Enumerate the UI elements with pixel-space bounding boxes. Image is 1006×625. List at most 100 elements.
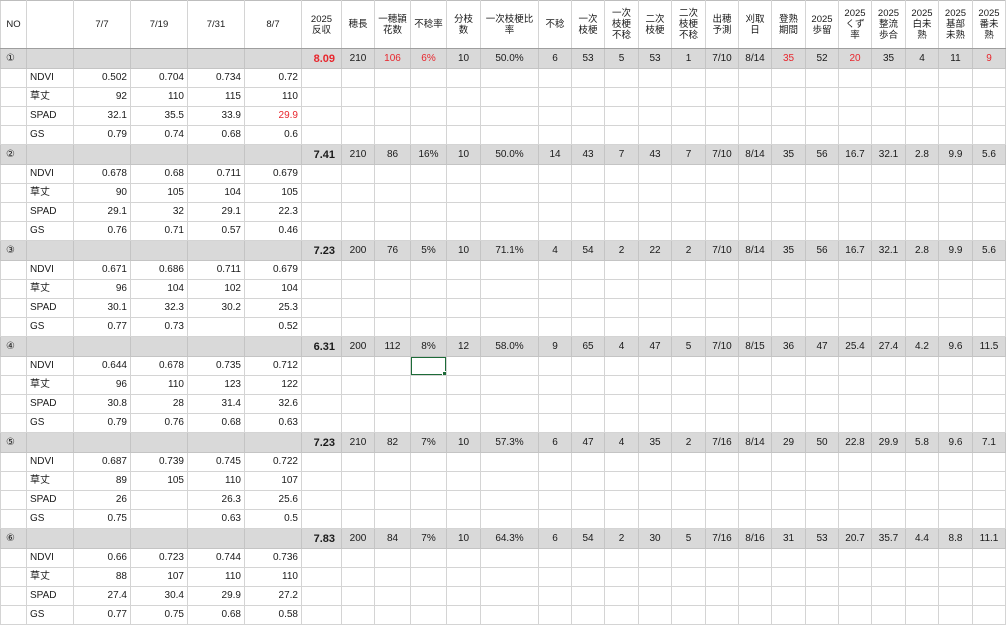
summary-empty-cell[interactable] — [131, 49, 188, 69]
cell-SPAD-d0731[interactable]: 29.1 — [188, 203, 245, 222]
cell-ichiji[interactable]: 43 — [572, 145, 605, 165]
empty-cell-shussui[interactable] — [706, 395, 739, 414]
empty-cell-ichiho[interactable] — [375, 318, 411, 337]
empty-cell-shussui[interactable] — [706, 222, 739, 241]
empty-cell-ichiho[interactable] — [375, 261, 411, 280]
cell-草丈-d0731[interactable]: 115 — [188, 88, 245, 107]
empty-cell-ichiji_funen[interactable] — [605, 69, 639, 88]
empty-cell-yield2025[interactable] — [302, 453, 342, 472]
empty-cell-bunshi[interactable] — [447, 395, 481, 414]
empty-cell-bunshi[interactable] — [447, 472, 481, 491]
cell-SPAD-d0719[interactable]: 35.5 — [131, 107, 188, 126]
cell-GS-d0707[interactable]: 0.75 — [74, 510, 131, 529]
column-header-ichiji_funen[interactable]: 一次枝梗不稔 — [605, 1, 639, 49]
cell-NDVI-d0731[interactable]: 0.744 — [188, 549, 245, 568]
detail-row-indent[interactable] — [1, 203, 27, 222]
empty-cell-suisu[interactable] — [342, 568, 375, 587]
empty-cell-shussui[interactable] — [706, 69, 739, 88]
summary-empty-cell[interactable] — [188, 145, 245, 165]
cell-ichiji_funen[interactable]: 4 — [605, 433, 639, 453]
column-header-kibu[interactable]: 2025基部未熟 — [939, 1, 973, 49]
empty-cell-niji_funen[interactable] — [672, 357, 706, 376]
empty-cell-bannetsu[interactable] — [973, 357, 1006, 376]
column-header-ichiho[interactable]: 一穂頴花数 — [375, 1, 411, 49]
cell-草丈-d0731[interactable]: 104 — [188, 184, 245, 203]
empty-cell-ichiho[interactable] — [375, 299, 411, 318]
summary-empty-cell[interactable] — [27, 241, 74, 261]
empty-cell-ichiji_hi[interactable] — [481, 184, 539, 203]
cell-karitori[interactable]: 8/16 — [739, 529, 772, 549]
empty-cell-kuzu[interactable] — [839, 395, 872, 414]
cell-GS-d0807[interactable]: 0.63 — [245, 414, 302, 433]
empty-cell-bunshi[interactable] — [447, 222, 481, 241]
empty-cell-hodome[interactable] — [806, 472, 839, 491]
empty-cell-niji[interactable] — [639, 606, 672, 625]
empty-cell-karitori[interactable] — [739, 222, 772, 241]
empty-cell-ichiho[interactable] — [375, 510, 411, 529]
cell-SPAD-d0707[interactable]: 30.1 — [74, 299, 131, 318]
empty-cell-funen[interactable] — [539, 165, 572, 184]
cell-NDVI-d0731[interactable]: 0.745 — [188, 453, 245, 472]
cell-SPAD-d0807[interactable]: 27.2 — [245, 587, 302, 606]
empty-cell-suisu[interactable] — [342, 203, 375, 222]
empty-cell-shiken[interactable] — [872, 357, 906, 376]
cell-bannetsu[interactable]: 7.1 — [973, 433, 1006, 453]
empty-cell-suisu[interactable] — [342, 280, 375, 299]
empty-cell-tojuku[interactable] — [772, 472, 806, 491]
empty-cell-ichiho[interactable] — [375, 107, 411, 126]
empty-cell-ichiji_hi[interactable] — [481, 453, 539, 472]
cell-niji_funen[interactable]: 7 — [672, 145, 706, 165]
cell-tojuku[interactable]: 29 — [772, 433, 806, 453]
empty-cell-ichiji_hi[interactable] — [481, 414, 539, 433]
empty-cell-ichiji[interactable] — [572, 203, 605, 222]
empty-cell-niji[interactable] — [639, 261, 672, 280]
empty-cell-ichiho[interactable] — [375, 126, 411, 145]
empty-cell-ichiji_funen[interactable] — [605, 299, 639, 318]
column-header-shiro[interactable]: 2025白未熟 — [906, 1, 939, 49]
empty-cell-shiken[interactable] — [872, 453, 906, 472]
column-header-no[interactable]: NO — [1, 1, 27, 49]
empty-cell-ichiji[interactable] — [572, 88, 605, 107]
empty-cell-kuzu[interactable] — [839, 587, 872, 606]
empty-cell-kibu[interactable] — [939, 261, 973, 280]
cell-草丈-d0719[interactable]: 107 — [131, 568, 188, 587]
empty-cell-ichiji_funen[interactable] — [605, 376, 639, 395]
cell-SPAD-d0719[interactable]: 30.4 — [131, 587, 188, 606]
empty-cell-niji_funen[interactable] — [672, 472, 706, 491]
cell-shiken[interactable]: 32.1 — [872, 145, 906, 165]
empty-cell-shiken[interactable] — [872, 222, 906, 241]
empty-cell-bannetsu[interactable] — [973, 510, 1006, 529]
cell-NDVI-d0807[interactable]: 0.679 — [245, 261, 302, 280]
empty-cell-funen[interactable] — [539, 222, 572, 241]
cell-kibu[interactable]: 11 — [939, 49, 973, 69]
detail-row-indent[interactable] — [1, 472, 27, 491]
cell-SPAD-d0807[interactable]: 32.6 — [245, 395, 302, 414]
empty-cell-hodome[interactable] — [806, 126, 839, 145]
empty-cell-bannetsu[interactable] — [973, 453, 1006, 472]
cell-bannetsu[interactable]: 11.1 — [973, 529, 1006, 549]
summary-empty-cell[interactable] — [188, 241, 245, 261]
detail-row-indent[interactable] — [1, 606, 27, 625]
empty-cell-ichiji_hi[interactable] — [481, 280, 539, 299]
empty-cell-hodome[interactable] — [806, 261, 839, 280]
cell-bannetsu[interactable]: 5.6 — [973, 241, 1006, 261]
cell-suisu[interactable]: 210 — [342, 145, 375, 165]
empty-cell-ichiho[interactable] — [375, 587, 411, 606]
empty-cell-kibu[interactable] — [939, 491, 973, 510]
cell-shussui[interactable]: 7/10 — [706, 145, 739, 165]
cell-kuzu[interactable]: 16.7 — [839, 145, 872, 165]
cell-GS-d0807[interactable]: 0.46 — [245, 222, 302, 241]
empty-cell-bannetsu[interactable] — [973, 376, 1006, 395]
empty-cell-kuzu[interactable] — [839, 184, 872, 203]
cell-funen[interactable]: 6 — [539, 49, 572, 69]
cell-karitori[interactable]: 8/14 — [739, 49, 772, 69]
empty-cell-bunshi[interactable] — [447, 184, 481, 203]
cell-karitori[interactable]: 8/14 — [739, 433, 772, 453]
empty-cell-bannetsu[interactable] — [973, 222, 1006, 241]
empty-cell-funenritsu[interactable] — [411, 491, 447, 510]
empty-cell-ichiji_funen[interactable] — [605, 203, 639, 222]
cell-ichiji[interactable]: 47 — [572, 433, 605, 453]
empty-cell-shiro[interactable] — [906, 510, 939, 529]
